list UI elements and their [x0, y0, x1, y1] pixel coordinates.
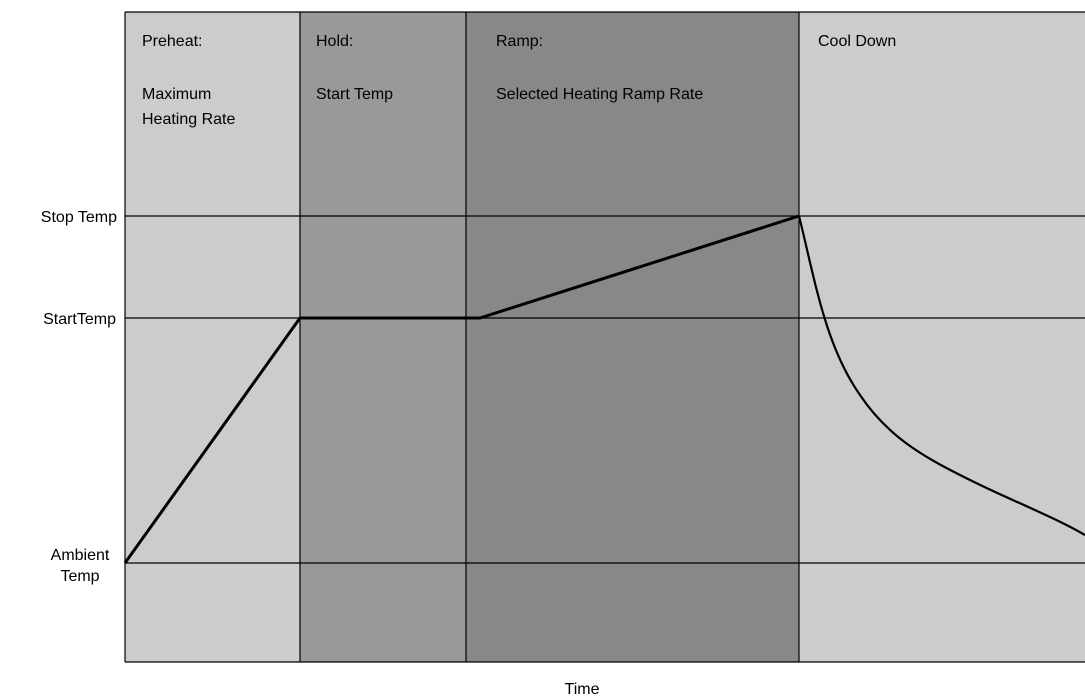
level-label-start-temp: StartTemp [43, 311, 116, 328]
x-axis-label: Time [565, 681, 600, 696]
profile-heating-line [123, 214, 800, 564]
phase-panel-ramp [466, 12, 799, 662]
level-label-ambient-line1: Ambient [51, 547, 110, 564]
level-label-stop-temp: Stop Temp [41, 209, 117, 226]
level-label-ambient-line2: Temp [60, 568, 99, 585]
phase-desc-ramp: Selected Heating Ramp Rate [496, 86, 703, 103]
phase-title-ramp: Ramp: [496, 33, 543, 50]
phase-desc-hold: Start Temp [316, 86, 393, 103]
phase-title-cool-down: Cool Down [818, 33, 896, 50]
phase-title-hold: Hold: [316, 33, 353, 50]
phase-desc-preheat-line1: Maximum [142, 86, 211, 103]
profile-cooling-curve [797, 215, 1085, 536]
phase-panel-preheat [125, 12, 300, 662]
phase-panel-hold [300, 12, 466, 662]
phase-desc-preheat-line2: Heating Rate [142, 111, 235, 128]
phase-panel-cool-down [799, 12, 1085, 662]
phase-title-preheat: Preheat: [142, 33, 202, 50]
